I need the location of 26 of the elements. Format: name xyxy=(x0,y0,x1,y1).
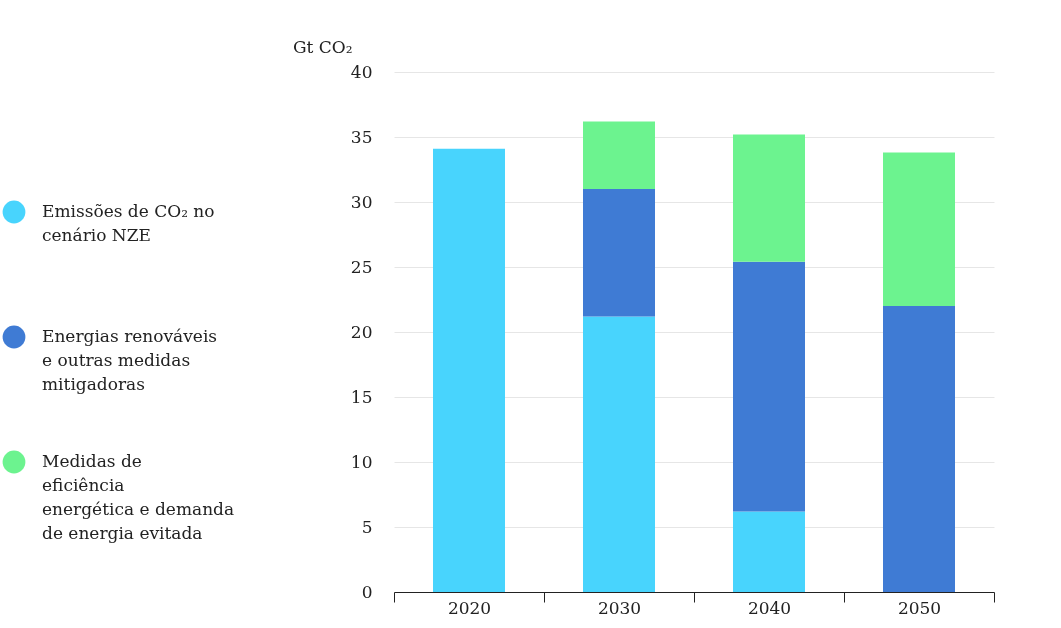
y-axis-title: Gt CO₂ xyxy=(292,36,353,57)
y-tick-label: 35 xyxy=(350,126,373,147)
y-tick-label: 5 xyxy=(361,516,373,537)
x-tick-label: 2020 xyxy=(447,597,492,618)
x-tick-label: 2030 xyxy=(597,597,642,618)
bar xyxy=(433,148,505,592)
bar xyxy=(583,121,655,189)
bar xyxy=(733,511,805,592)
legend-label: Medidas de eficiência energética e demanda de energia evitada xyxy=(42,451,235,543)
y-tick-label: 0 xyxy=(361,581,373,602)
legend-label: Energias renováveis e outras medidas mitigadoras xyxy=(42,326,218,394)
bar xyxy=(733,261,805,512)
bar xyxy=(883,152,955,306)
y-tick-label: 20 xyxy=(350,321,373,342)
bar xyxy=(583,316,655,592)
y-tick-label: 40 xyxy=(350,61,373,82)
y-tick-label: 30 xyxy=(350,191,373,212)
bar xyxy=(733,134,805,262)
x-tick-label: 2050 xyxy=(897,597,942,618)
y-tick-label: 10 xyxy=(350,451,373,472)
y-tick-label: 25 xyxy=(350,256,373,277)
legend-label: Emissões de CO₂ no cenário NZE xyxy=(42,201,215,245)
y-tick-label: 15 xyxy=(350,386,373,407)
bar xyxy=(883,306,955,592)
bar xyxy=(583,189,655,317)
x-tick-label: 2040 xyxy=(747,597,792,618)
